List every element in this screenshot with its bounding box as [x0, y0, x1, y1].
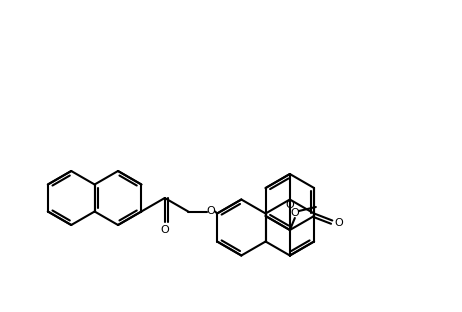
Text: O: O [207, 207, 215, 217]
Text: O: O [286, 201, 294, 211]
Text: O: O [160, 225, 169, 235]
Text: O: O [291, 208, 299, 218]
Text: O: O [334, 217, 343, 227]
